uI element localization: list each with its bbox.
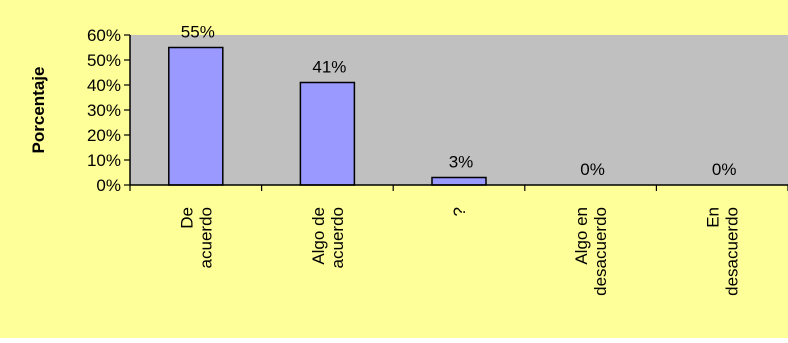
data-label: 55% [181,23,215,42]
y-tick-label: 10% [87,151,121,170]
y-tick-label: 30% [87,101,121,120]
y-tick-label: 40% [87,76,121,95]
x-tick-label-line: acuerdo [328,207,347,268]
x-tick-label-line: ? [450,207,469,216]
x-tick-label: Algo de acuerdo [309,207,347,268]
data-label: 41% [312,58,346,77]
x-tick-label: Algo en desacuerdo [572,207,610,296]
bar [168,46,224,186]
data-label: 3% [449,153,474,172]
y-tick-label: 60% [87,26,121,45]
x-tick-label: ? [450,207,469,216]
bar [299,81,356,186]
x-tick-label-line: Algo en [572,207,591,265]
data-label: 0% [712,160,737,179]
y-tick-label: 0% [96,176,121,195]
x-tick-label-line: En [704,207,723,228]
y-axis-label: Porcentaje [29,67,48,154]
plot-area [130,35,788,185]
x-tick-label-line: desacuerdo [591,207,610,296]
x-tick-label-line: desacuerdo [723,207,742,296]
x-tick-label: En desacuerdo [704,207,742,296]
axes-layer [124,34,788,191]
x-tick-label-line: Algo de [309,207,328,265]
data-label: 0% [580,160,605,179]
x-tick-label-line: acuerdo [196,207,215,268]
bars-layer [168,46,487,186]
x-tick-label: De acuerdo [177,207,215,268]
x-tick-label-line: De [177,207,196,229]
bar [431,176,487,186]
y-tick-label: 20% [87,126,121,145]
y-tick-label: 50% [87,51,121,70]
labels-layer: 55%41%3% 0% 0%0%10%20%30%40%50%60%De acuerd… [87,23,742,296]
